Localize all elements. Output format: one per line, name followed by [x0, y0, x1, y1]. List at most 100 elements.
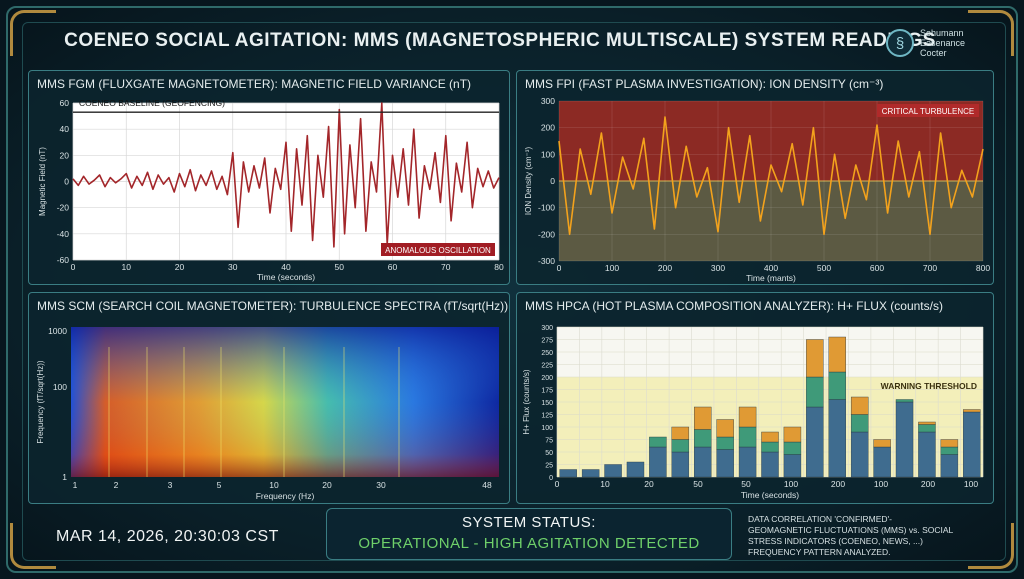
x-tick-label: 100 [964, 479, 978, 489]
y-tick-label: 40 [60, 124, 70, 134]
datetime-readout: MAR 14, 2026, 20:30:03 CST [56, 528, 279, 545]
x-tick-label: 0 [557, 263, 562, 273]
x-tick-label: 0 [555, 479, 560, 489]
y-tick-label: 175 [541, 388, 553, 395]
bar-segment [649, 436, 667, 448]
spectrogram-overlay [71, 327, 499, 477]
x-tick-label: 2 [114, 480, 119, 490]
status-value: OPERATIONAL - HIGH AGITATION DETECTED [358, 535, 700, 552]
bar-segment [761, 441, 779, 453]
note-line: GEOMAGNETIC FLUCTUATIONS (MMS) vs. SOCIA… [748, 525, 954, 535]
bar-segment [873, 439, 891, 448]
logo-line: Eesenance [920, 38, 966, 48]
bar-segment [918, 424, 936, 433]
logo-line: Sehumann [920, 28, 964, 38]
fgm-panel-title: MMS FGM (FLUXGATE MAGNETOMETER): MAGNETI… [37, 77, 472, 91]
y-tick-label: 0 [64, 177, 69, 187]
spiral-seal-icon: § [886, 29, 914, 57]
x-axis-label: Time (seconds) [257, 272, 315, 282]
data-series-line [72, 102, 500, 248]
y-tick-label: 200 [541, 123, 555, 133]
scm-chart: 1 2 3 5 10 20 30 48 1 100 1000 Frequency (Hz) Freque… [36, 326, 499, 501]
y-tick-label: 100 [541, 149, 555, 159]
bar-segment [828, 371, 846, 400]
y-tick-label: 200 [541, 375, 553, 382]
x-tick-label: 0 [71, 262, 76, 272]
x-tick-label: 30 [228, 262, 238, 272]
y-axis-label: H+ Flux (counts/s) [522, 369, 531, 434]
x-tick-label: 80 [494, 262, 504, 272]
y-tick-label: -40 [57, 229, 70, 239]
note-line: DATA CORRELATION 'CONFIRMED'- [748, 514, 892, 524]
x-tick-label: 800 [976, 263, 990, 273]
baseline-label: COENEO BASELINE (GEOFENCING) [79, 98, 225, 108]
annotation-box [381, 243, 495, 256]
x-tick-label: 40 [281, 262, 291, 272]
x-tick-label: 50 [741, 479, 751, 489]
hpca-chart: 0255075100125150175200225250275300WARNIN… [522, 325, 984, 500]
x-tick-label: 48 [482, 480, 492, 490]
logo-text: Sehumann Eesenance Cocter [920, 28, 965, 58]
corner-ornament [968, 523, 1014, 569]
bar-segment [559, 469, 577, 478]
inner-border [22, 22, 1006, 561]
y-tick-label: 25 [545, 463, 553, 470]
x-tick-label: 200 [658, 263, 672, 273]
fgm-panel: MMS FGM (FLUXGATE MAGNETOMETER): MAGNETI… [28, 70, 510, 285]
corner-ornament [968, 10, 1014, 56]
y-tick-label: 100 [53, 382, 67, 392]
bar-segment [895, 401, 914, 478]
x-tick-label: 200 [831, 479, 845, 489]
x-tick-label: 10 [269, 480, 279, 490]
y-tick-label: 75 [545, 438, 553, 445]
status-label: SYSTEM STATUS: [462, 514, 596, 531]
y-tick-label: -60 [57, 255, 70, 265]
y-tick-label: -20 [57, 203, 70, 213]
bar-segment [649, 446, 667, 478]
bar-segment [604, 464, 622, 478]
corner-ornament [10, 523, 56, 569]
fpi-panel: MMS FPI (FAST PLASMA INVESTIGATION): ION… [516, 70, 994, 285]
x-tick-label: 60 [388, 262, 398, 272]
scm-panel: MMS SCM (SEARCH COIL MAGNETOMETER): TURB… [28, 292, 510, 504]
bar-segment [828, 336, 846, 373]
x-tick-label: 200 [921, 479, 935, 489]
bar-segment [716, 436, 734, 450]
x-tick-label: 3 [168, 480, 173, 490]
bar-segment [671, 439, 690, 453]
bar-segment [783, 454, 802, 478]
y-tick-label: -300 [538, 256, 555, 266]
hpca-panel: MMS HPCA (HOT PLASMA COMPOSITION ANALYZE… [516, 292, 994, 504]
bar-segment [806, 376, 824, 408]
bar-segment [918, 421, 936, 425]
data-series-line [558, 116, 984, 236]
fpi-chart: 0 100 200 300 400 500 600 700 800 -300 -200 -100 0 10… [524, 96, 990, 283]
note-line: STRESS INDICATORS (COENEO, NEWS, ...) [748, 536, 923, 546]
annotation-label: WARNING THRESHOLD [881, 381, 977, 391]
bar-segment [694, 406, 712, 430]
y-axis-label: ION Density (cm⁻³) [524, 147, 533, 216]
bar-segment [581, 469, 600, 478]
bar-segment [895, 399, 914, 403]
y-axis-label: Frequency (fT/sqrt(Hz)) [36, 360, 45, 443]
fgm-chart: 0 10 20 30 40 50 60 70 80 -60 -40 -20 0 20 40 60 Time (s… [38, 98, 504, 282]
bar-segment [963, 411, 981, 478]
hpca-panel-title: MMS HPCA (HOT PLASMA COMPOSITION ANALYZE… [525, 299, 943, 313]
logo: § Sehumann Eesenance Cocter [886, 26, 1006, 60]
bar-segment [738, 426, 757, 448]
x-tick-label: 100 [605, 263, 619, 273]
bar-segment [716, 419, 734, 438]
x-tick-label: 50 [693, 479, 703, 489]
bar-segment [806, 339, 824, 378]
bar-segment [761, 431, 779, 443]
x-tick-label: 100 [874, 479, 888, 489]
bar-segment [873, 446, 891, 478]
x-axis-label: Time (seconds) [741, 490, 799, 500]
x-tick-label: 20 [644, 479, 654, 489]
y-tick-label: 60 [60, 98, 70, 108]
x-tick-label: 70 [441, 262, 451, 272]
x-tick-label: 10 [600, 479, 610, 489]
y-tick-label: -100 [538, 203, 555, 213]
x-tick-label: 20 [175, 262, 185, 272]
bar-segment [918, 431, 936, 478]
